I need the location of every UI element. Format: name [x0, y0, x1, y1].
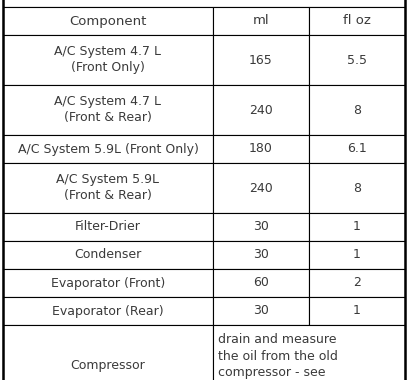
Text: 165: 165 — [249, 54, 273, 66]
Bar — [3, 241, 213, 269]
Text: A/C System 5.9L
(Front & Rear): A/C System 5.9L (Front & Rear) — [56, 174, 160, 203]
Text: Evaporator (Front): Evaporator (Front) — [51, 277, 165, 290]
Text: A/C System 5.9L (Front Only): A/C System 5.9L (Front Only) — [18, 142, 198, 155]
Text: 2: 2 — [353, 277, 361, 290]
Bar — [3, 213, 213, 241]
Bar — [3, 135, 213, 163]
Text: 240: 240 — [249, 103, 273, 117]
Text: Condenser: Condenser — [74, 249, 142, 261]
Bar — [309, 85, 405, 135]
Bar — [309, 163, 405, 213]
Bar — [3, 297, 213, 325]
Bar — [3, 85, 213, 135]
Bar — [3, 163, 213, 213]
Bar — [309, 135, 405, 163]
Text: 5.5: 5.5 — [347, 54, 367, 66]
Text: 8: 8 — [353, 103, 361, 117]
Text: 30: 30 — [253, 220, 269, 233]
Text: fl oz: fl oz — [343, 14, 371, 27]
Bar — [213, 325, 405, 380]
Bar — [213, 241, 309, 269]
Text: 1: 1 — [353, 220, 361, 233]
Text: Filter-Drier: Filter-Drier — [75, 220, 141, 233]
Bar — [213, 85, 309, 135]
Text: 6.1: 6.1 — [347, 142, 367, 155]
Text: Evaporator (Rear): Evaporator (Rear) — [52, 304, 164, 318]
Bar — [3, 269, 213, 297]
Bar — [309, 213, 405, 241]
Text: 8: 8 — [353, 182, 361, 195]
Bar — [213, 7, 309, 35]
Bar — [3, 7, 213, 35]
Bar — [309, 241, 405, 269]
Bar — [213, 213, 309, 241]
Bar — [309, 297, 405, 325]
Bar — [3, 325, 213, 380]
Text: 1: 1 — [353, 249, 361, 261]
Bar — [309, 269, 405, 297]
Bar — [3, 35, 213, 85]
Bar — [213, 297, 309, 325]
Bar — [213, 35, 309, 85]
Text: 180: 180 — [249, 142, 273, 155]
Text: 240: 240 — [249, 182, 273, 195]
Bar — [309, 7, 405, 35]
Text: drain and measure
the oil from the old
compressor - see
text.: drain and measure the oil from the old c… — [218, 333, 338, 380]
Text: 30: 30 — [253, 249, 269, 261]
Text: Component: Component — [69, 14, 147, 27]
Bar — [213, 163, 309, 213]
Text: A/C System 4.7 L
(Front & Rear): A/C System 4.7 L (Front & Rear) — [55, 95, 162, 125]
Bar — [213, 269, 309, 297]
Text: 60: 60 — [253, 277, 269, 290]
Bar — [309, 35, 405, 85]
Bar — [213, 135, 309, 163]
Bar — [3, 0, 405, 7]
Text: ml: ml — [253, 14, 269, 27]
Text: A/C System 4.7 L
(Front Only): A/C System 4.7 L (Front Only) — [55, 46, 162, 74]
Text: 1: 1 — [353, 304, 361, 318]
Text: 30: 30 — [253, 304, 269, 318]
Text: Compressor: Compressor — [71, 358, 145, 372]
